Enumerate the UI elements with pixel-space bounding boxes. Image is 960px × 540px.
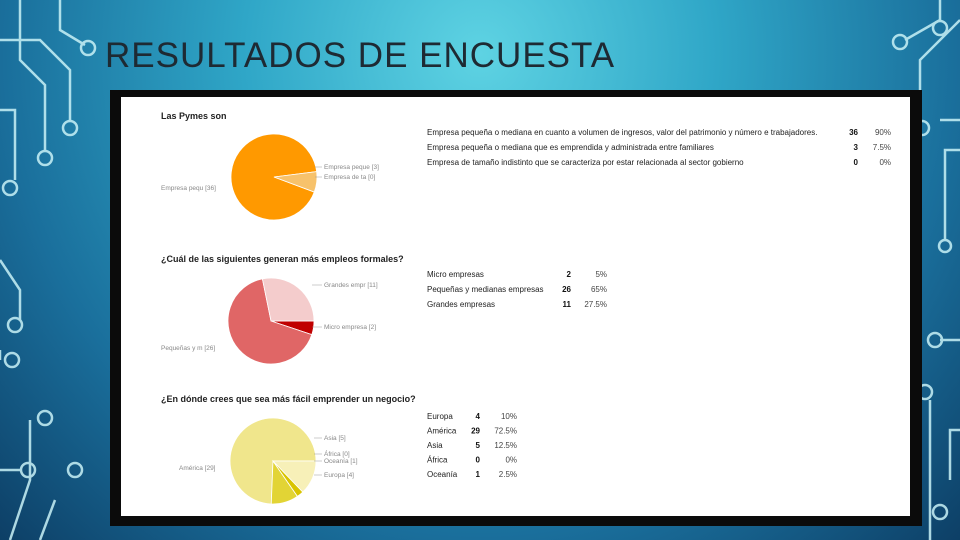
survey-results-panel: Las Pymes son Empresa pequ [36] Empresa pe… — [121, 97, 910, 516]
table-count: 36 — [849, 128, 858, 137]
pie-slice — [262, 278, 314, 321]
table-percent: 10% — [501, 412, 517, 421]
table-percent: 0% — [505, 456, 517, 465]
table-label: Empresa de tamaño indistinto que se cara… — [427, 158, 744, 167]
slice-label: América [29] — [179, 465, 216, 472]
table-count: 11 — [563, 300, 572, 309]
slice-label: Micro empresa [2] — [324, 324, 376, 331]
table-count: 0 — [476, 456, 481, 465]
slice-label: Empresa peque [3] — [324, 164, 379, 171]
slice-label: Europa [4] — [324, 472, 354, 479]
table-count: 4 — [476, 412, 481, 421]
table-count: 3 — [854, 143, 859, 152]
table-label: África — [427, 456, 448, 465]
table-count: 5 — [476, 441, 481, 450]
table-label: Micro empresas — [427, 270, 484, 279]
table-percent: 27.5% — [584, 300, 607, 309]
slice-label: Grandes empr [11] — [324, 282, 378, 289]
table-count: 0 — [854, 158, 859, 167]
chart-title: ¿Cuál de las siguientes generan más empl… — [161, 254, 404, 264]
table-percent: 2.5% — [499, 470, 517, 479]
chart-title: Las Pymes son — [161, 111, 227, 121]
table-percent: 5% — [595, 270, 607, 279]
table-percent: 90% — [875, 128, 891, 137]
table-label: Pequeñas y medianas empresas — [427, 285, 544, 294]
table-percent: 12.5% — [494, 441, 517, 450]
table-count: 2 — [567, 270, 572, 279]
table-percent: 0% — [879, 158, 891, 167]
table-label: Europa — [427, 412, 453, 421]
table-label: América — [427, 427, 457, 436]
slice-label: África [0] — [324, 449, 350, 458]
table-percent: 72.5% — [494, 427, 517, 436]
table-label: Empresa pequeña o mediana que es emprend… — [427, 143, 714, 152]
table-count: 1 — [476, 470, 481, 479]
slice-label: Empresa pequ [36] — [161, 185, 216, 192]
slice-label: Oceanía [1] — [324, 458, 358, 465]
table-count: 26 — [562, 285, 571, 294]
slice-label: Asia [5] — [324, 435, 346, 442]
chart-title: ¿En dónde crees que sea más fácil empren… — [161, 394, 416, 404]
slide-title: RESULTADOS DE ENCUESTA — [105, 36, 615, 76]
table-label: Grandes empresas — [427, 300, 495, 309]
survey-charts: Las Pymes son Empresa pequ [36] Empresa pe… — [121, 97, 910, 516]
table-label: Empresa pequeña o mediana en cuanto a vo… — [427, 128, 817, 137]
table-percent: 7.5% — [873, 143, 891, 152]
slice-label: Empresa de ta [0] — [324, 174, 375, 181]
table-count: 29 — [471, 427, 480, 436]
table-label: Asia — [427, 441, 443, 450]
slice-label: Pequeñas y m [26] — [161, 345, 215, 352]
table-percent: 65% — [591, 285, 607, 294]
table-label: Oceanía — [427, 470, 458, 479]
